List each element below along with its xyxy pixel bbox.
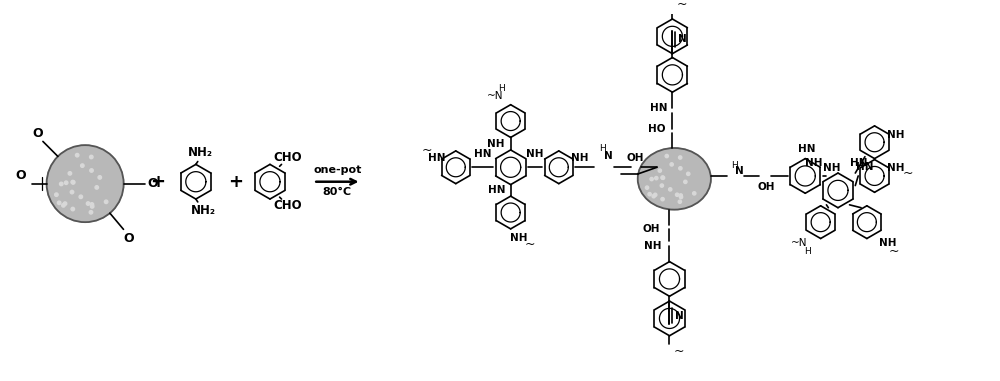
Circle shape bbox=[71, 180, 74, 184]
Circle shape bbox=[62, 203, 65, 207]
Text: +: + bbox=[150, 173, 165, 191]
Circle shape bbox=[81, 164, 84, 167]
Circle shape bbox=[661, 176, 664, 179]
Text: ~: ~ bbox=[674, 345, 684, 358]
Text: NH: NH bbox=[879, 239, 897, 248]
Circle shape bbox=[679, 166, 682, 170]
Text: NH: NH bbox=[487, 139, 505, 149]
Circle shape bbox=[693, 192, 696, 195]
Text: 80°C: 80°C bbox=[323, 187, 352, 197]
Text: CHO: CHO bbox=[273, 199, 302, 212]
Text: ~: ~ bbox=[889, 245, 899, 258]
Circle shape bbox=[75, 154, 79, 157]
Text: N: N bbox=[735, 166, 744, 176]
Circle shape bbox=[98, 176, 102, 179]
Circle shape bbox=[687, 172, 690, 176]
Text: OH: OH bbox=[757, 181, 775, 192]
Text: H: H bbox=[804, 247, 811, 256]
Circle shape bbox=[90, 205, 94, 208]
Text: ~: ~ bbox=[525, 238, 535, 251]
Text: NH: NH bbox=[571, 153, 589, 163]
Text: O: O bbox=[147, 177, 158, 190]
Circle shape bbox=[86, 202, 90, 205]
Circle shape bbox=[71, 207, 75, 211]
Text: H: H bbox=[599, 144, 605, 154]
Circle shape bbox=[79, 195, 83, 199]
Text: NH: NH bbox=[887, 163, 904, 173]
Text: H: H bbox=[498, 84, 504, 93]
Text: NH: NH bbox=[644, 241, 662, 251]
Text: N: N bbox=[678, 34, 686, 44]
Text: N: N bbox=[604, 151, 613, 161]
Text: OH: OH bbox=[626, 153, 644, 163]
Circle shape bbox=[678, 200, 682, 203]
Text: NH: NH bbox=[823, 163, 841, 173]
Circle shape bbox=[660, 184, 663, 187]
Circle shape bbox=[679, 194, 682, 197]
Circle shape bbox=[658, 169, 661, 172]
Text: ~N: ~N bbox=[487, 91, 503, 101]
Text: O: O bbox=[32, 126, 43, 139]
Text: HN: HN bbox=[850, 158, 868, 168]
Circle shape bbox=[70, 190, 74, 194]
Circle shape bbox=[104, 200, 108, 203]
Circle shape bbox=[64, 181, 68, 184]
Text: NH: NH bbox=[805, 158, 823, 168]
Circle shape bbox=[95, 186, 98, 189]
Text: H: H bbox=[731, 161, 737, 170]
Text: O: O bbox=[123, 232, 134, 245]
Text: HN: HN bbox=[474, 149, 491, 159]
Circle shape bbox=[655, 176, 658, 180]
Text: one-pot: one-pot bbox=[313, 165, 362, 175]
Text: OH: OH bbox=[642, 224, 660, 234]
Circle shape bbox=[670, 163, 673, 166]
Circle shape bbox=[90, 155, 93, 159]
Text: NH: NH bbox=[887, 130, 904, 139]
Circle shape bbox=[679, 195, 683, 199]
Circle shape bbox=[55, 193, 58, 196]
Text: ~: ~ bbox=[677, 0, 687, 11]
Circle shape bbox=[60, 182, 63, 186]
Circle shape bbox=[71, 181, 75, 184]
Text: HN: HN bbox=[650, 102, 668, 112]
Circle shape bbox=[654, 193, 657, 197]
Circle shape bbox=[661, 176, 665, 179]
Circle shape bbox=[665, 154, 668, 158]
Text: ~: ~ bbox=[422, 143, 432, 157]
Text: HO: HO bbox=[648, 124, 666, 134]
Text: ~N: ~N bbox=[791, 239, 808, 248]
Circle shape bbox=[90, 203, 94, 206]
Circle shape bbox=[675, 193, 679, 196]
Circle shape bbox=[63, 202, 67, 205]
Ellipse shape bbox=[47, 145, 124, 222]
Text: NH: NH bbox=[510, 232, 527, 243]
Ellipse shape bbox=[638, 148, 711, 210]
Circle shape bbox=[89, 211, 93, 214]
Circle shape bbox=[679, 156, 682, 159]
Text: HN: HN bbox=[488, 186, 506, 195]
Text: CHO: CHO bbox=[273, 151, 302, 164]
Text: HN: HN bbox=[856, 162, 874, 172]
Circle shape bbox=[650, 178, 653, 181]
Text: N: N bbox=[675, 311, 684, 320]
Circle shape bbox=[669, 188, 672, 191]
Text: NH₂: NH₂ bbox=[191, 204, 216, 217]
Text: NH: NH bbox=[526, 149, 544, 159]
Circle shape bbox=[684, 180, 687, 184]
Circle shape bbox=[652, 195, 655, 198]
Circle shape bbox=[648, 192, 651, 196]
Text: +: + bbox=[228, 173, 243, 191]
Text: HN: HN bbox=[428, 153, 445, 163]
Circle shape bbox=[661, 197, 664, 201]
Circle shape bbox=[645, 186, 649, 189]
Text: HN: HN bbox=[798, 144, 816, 154]
Text: O: O bbox=[15, 170, 26, 182]
Circle shape bbox=[68, 172, 72, 175]
Circle shape bbox=[57, 201, 61, 205]
Text: NH₂: NH₂ bbox=[188, 146, 213, 159]
Circle shape bbox=[90, 169, 93, 172]
Text: ~: ~ bbox=[903, 166, 914, 179]
